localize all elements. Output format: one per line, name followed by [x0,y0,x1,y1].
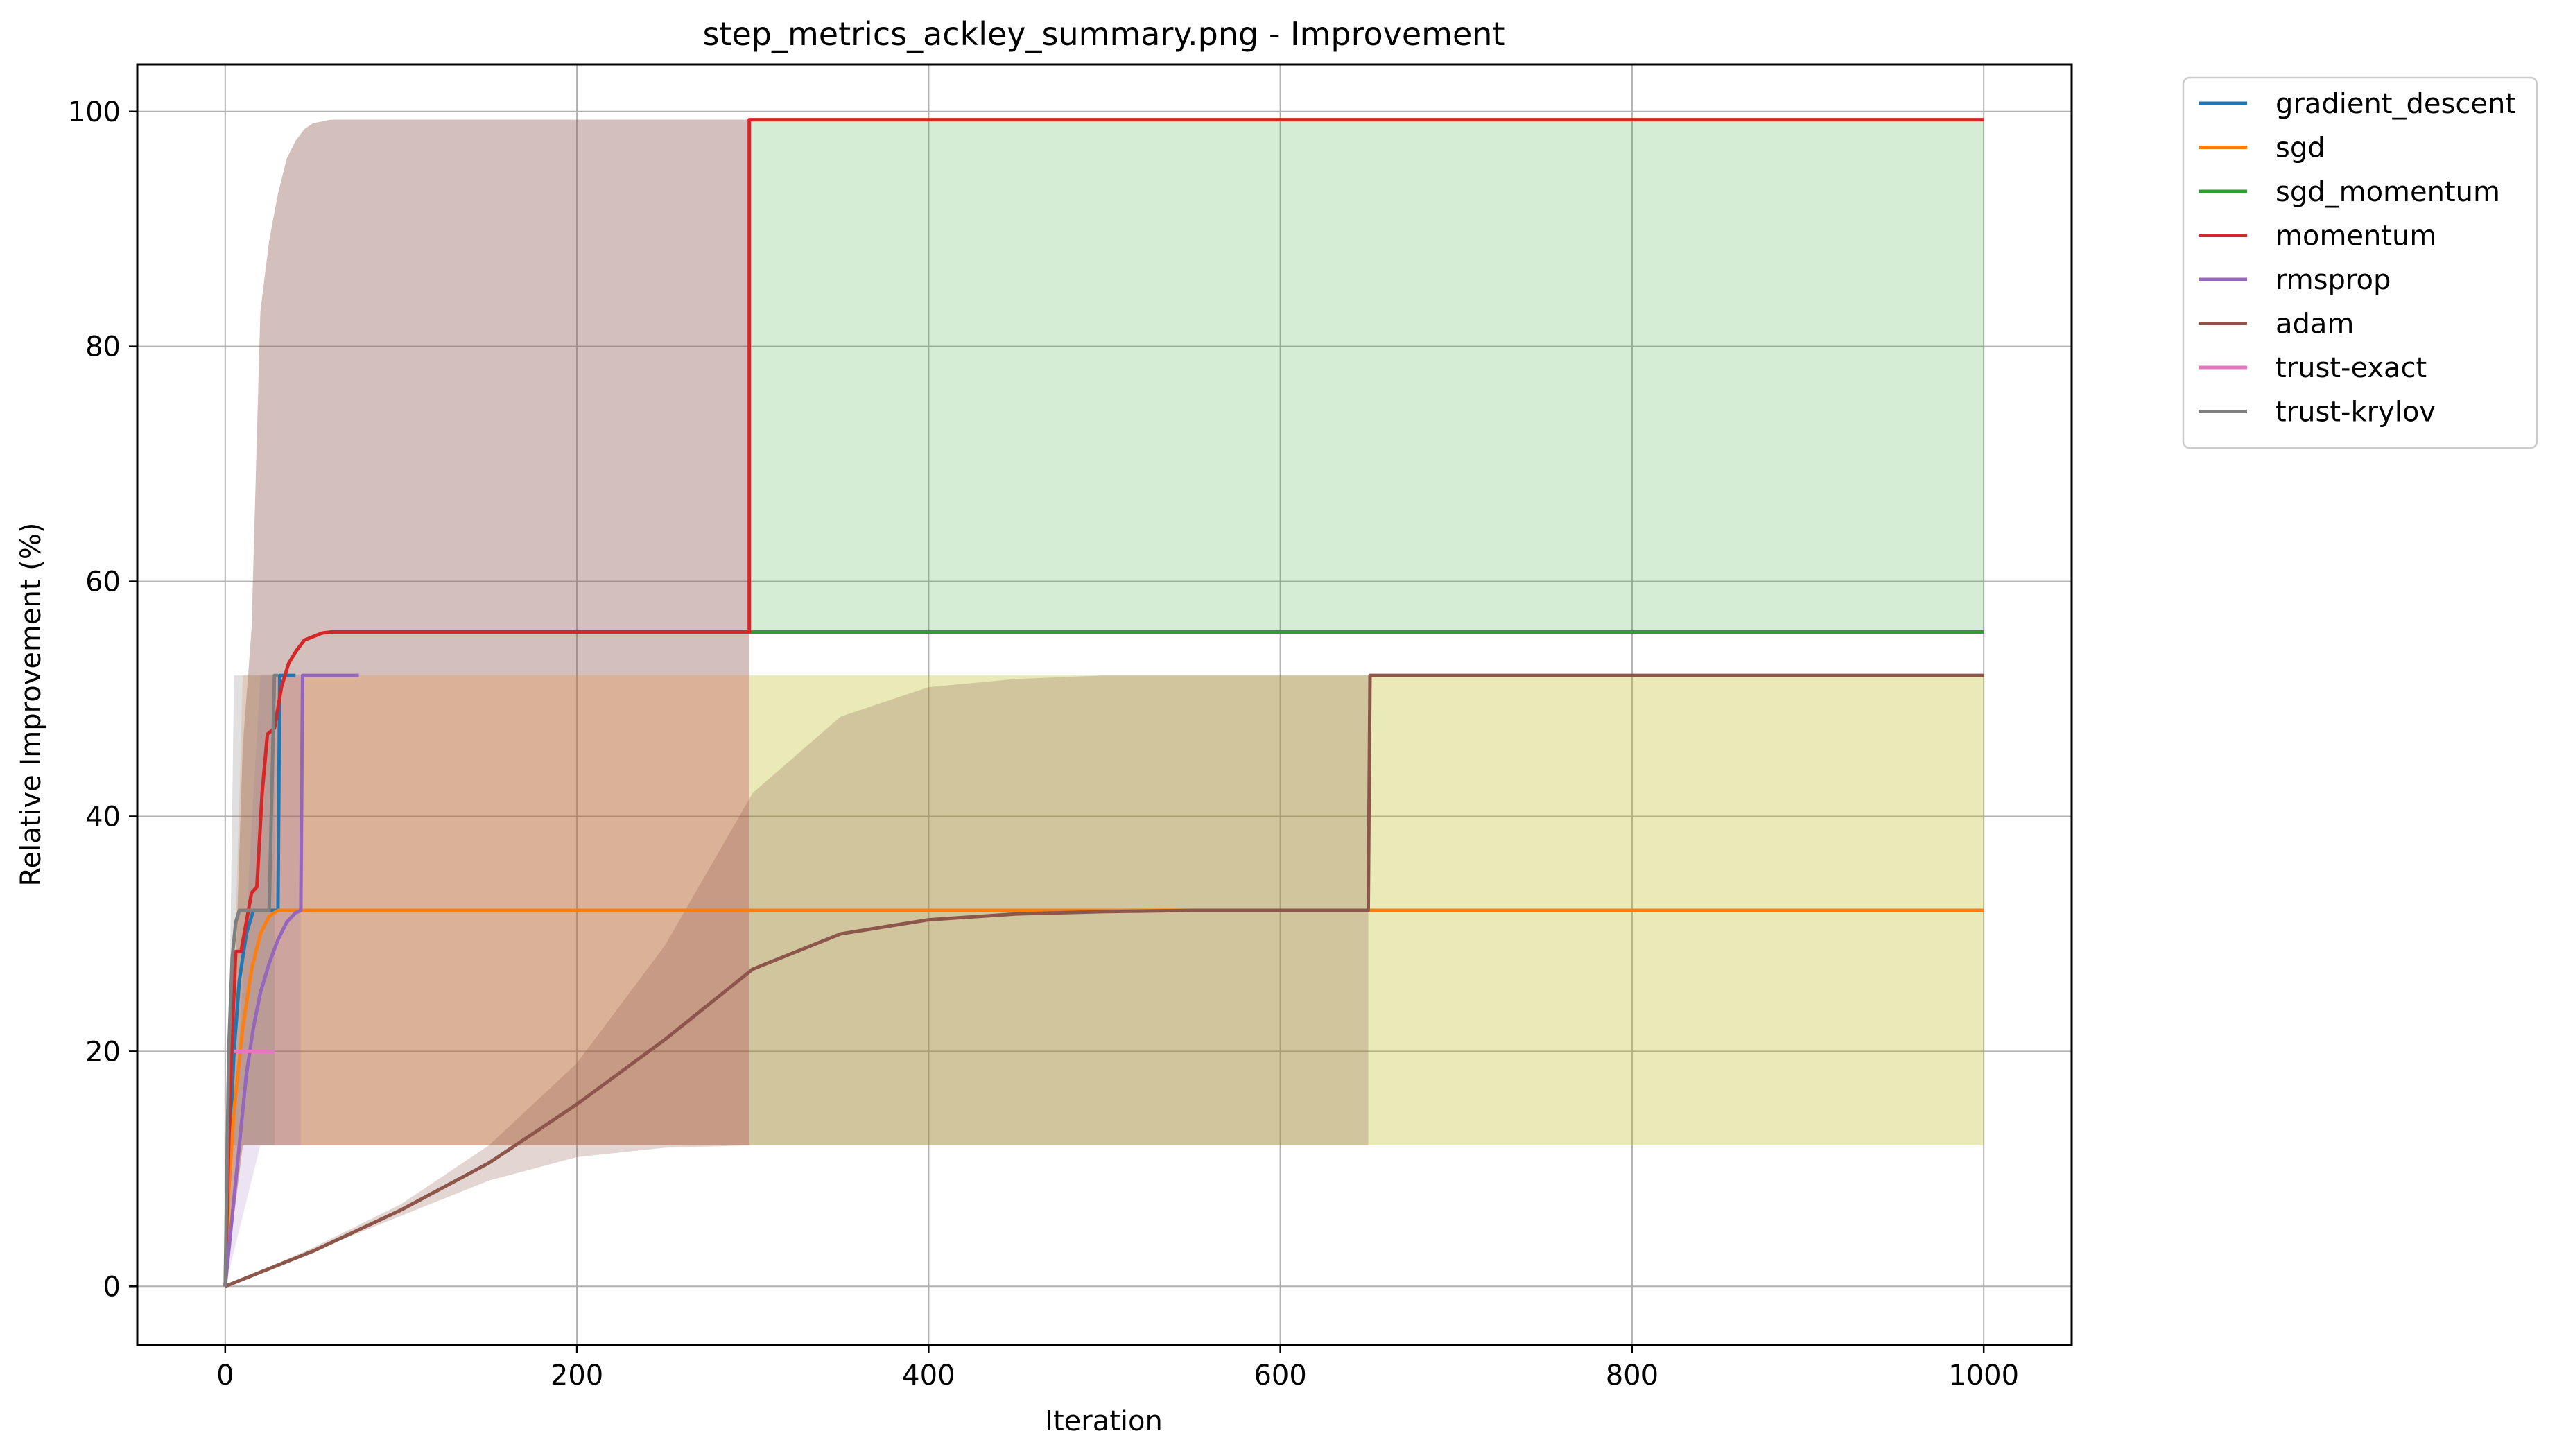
x-tick-label: 600 [1254,1360,1306,1392]
y-tick-label: 20 [85,1036,121,1068]
legend-label: trust-krylov [2276,397,2436,428]
grid-lines [137,64,2072,1345]
series-line-adam [224,673,1984,1288]
series-lines [223,118,1984,1288]
band-area [225,675,749,1287]
band-area [749,119,1984,632]
y-axis-ticks: 0 20 40 60 80 100 [68,96,137,1303]
x-tick-label: 1000 [1948,1360,2019,1392]
legend-box [2182,76,2538,449]
series-line-trust-krylov [223,673,278,1287]
legend-label: sgd_momentum [2276,176,2500,208]
legend-label: adam [2276,309,2354,340]
plot-frame [136,63,2073,1346]
band-area [225,119,749,1287]
confidence-bands [225,119,1984,1287]
y-tick-label: 100 [68,96,121,128]
y-tick-label: 0 [103,1271,121,1303]
y-axis-label: Relative Improvement (%) [15,522,47,886]
legend-label: gradient_descent [2276,88,2516,120]
x-axis-label: Iteration [1045,1405,1163,1437]
y-tick-label: 40 [85,801,121,833]
legend-label: sgd [2276,132,2325,164]
x-axis-ticks: 0 200 400 600 800 1000 [216,1345,2019,1392]
series-line-momentum [223,118,1984,1287]
y-tick-label: 60 [85,566,121,598]
x-tick-label: 800 [1606,1360,1658,1392]
series-line-sgd [223,908,1984,1287]
x-tick-label: 400 [902,1360,955,1392]
legend-label: trust-exact [2276,352,2427,384]
series-line-rmsprop [223,673,359,1287]
legend-label: momentum [2276,220,2436,252]
y-tick-label: 80 [85,331,121,363]
chart-title: step_metrics_ackley_summary.png - Improv… [703,15,1505,53]
legend-label: rmsprop [2276,264,2391,296]
x-tick-label: 0 [216,1360,234,1392]
band-area [225,675,1369,1287]
x-tick-label: 200 [551,1360,603,1392]
